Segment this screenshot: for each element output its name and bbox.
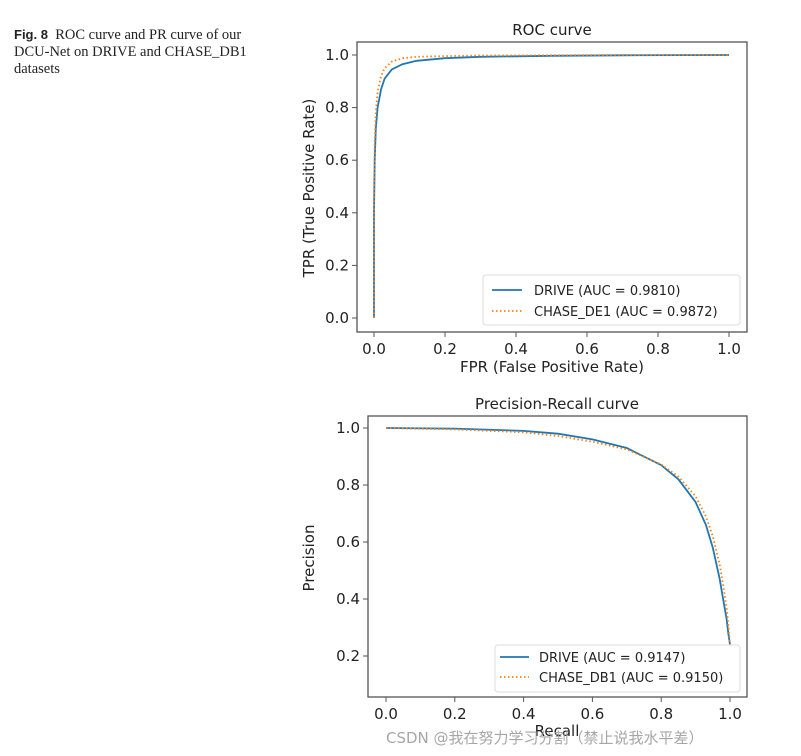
y-tick-label: 0.2 [336,647,360,665]
x-tick-label: 0.6 [580,705,604,723]
x-tick-label: 0.6 [575,340,599,358]
pr-legend-box [494,644,741,693]
pr-legend: DRIVE (AUC = 0.9147) CHASE_DB1 (AUC = 0.… [494,644,741,693]
x-tick-label: 1.0 [718,705,742,723]
x-tick-label: 0.2 [443,705,467,723]
x-tick-label: 0.0 [374,705,398,723]
figure-caption-text: ROC curve and PR curve of our DCU-Net on… [14,27,247,77]
pr-title: Precision-Recall curve [475,395,639,413]
pr-drive-curve [385,427,731,645]
roc-y-axis-label: TPR (True Positive Rate) [300,99,318,279]
x-tick-label: 0.8 [649,705,673,723]
y-tick-label: 0.6 [336,533,360,551]
pr-x-axis-label: Recall [535,722,580,740]
x-tick-label: 1.0 [717,340,741,358]
x-tick-label: 0.4 [504,340,528,358]
figure-caption: Fig. 8 ROC curve and PR curve of our DCU… [14,26,264,78]
roc-x-axis-label: FPR (False Positive Rate) [460,358,644,376]
x-tick-label: 0.8 [646,340,670,358]
y-tick-label: 0.8 [336,476,360,494]
roc-legend-drive-label: DRIVE (AUC = 0.9810) [534,284,680,299]
x-tick-label: 0.2 [433,340,457,358]
y-tick-label: 0.4 [325,204,349,222]
roc-chase-curve [373,54,729,318]
x-tick-label: 0.4 [512,705,536,723]
roc-chart: ROC curve 0.00.20.40.60.81.0 0.0 0.2 0.4 0.… [300,21,748,376]
y-tick-label: 0.6 [325,151,349,169]
pr-x-ticks: 0.0 0.2 0.4 0.6 0.8 1.0 [374,697,742,723]
roc-y-ticks: 0.0 0.2 0.4 0.6 0.8 1.0 [325,46,357,327]
watermark: CSDN @我在努力学习分割（禁止说我水平差） [386,729,704,747]
roc-legend-chase-label: CHASE_DE1 (AUC = 0.9872) [534,305,718,320]
y-tick-label: 0.4 [336,590,360,608]
pr-chart: Precision-Recall curve 0.2 0.4 0.6 0.8 1.0 0… [300,395,748,740]
x-tick-label: 0.0 [362,340,386,358]
y-tick-label: 0.8 [325,99,349,117]
y-tick-label: 1.0 [336,419,360,437]
y-tick-label: 1.0 [325,46,349,64]
y-tick-label: 0.2 [325,256,349,274]
figure-label: Fig. 8 [14,27,48,42]
pr-legend-drive-label: DRIVE (AUC = 0.9147) [539,651,685,666]
roc-title: ROC curve [512,21,592,39]
roc-legend-box [482,274,741,326]
roc-x-ticks: 0.0 0.2 0.4 0.6 0.8 1.0 [362,332,741,358]
roc-legend: DRIVE (AUC = 0.9810) CHASE_DE1 (AUC = 0.… [482,274,741,326]
pr-y-ticks: 0.2 0.4 0.6 0.8 1.0 [336,419,368,665]
pr-legend-chase-label: CHASE_DB1 (AUC = 0.9150) [539,671,723,686]
y-tick-label: 0.0 [325,309,349,327]
pr-y-axis-label: Precision [300,525,318,592]
